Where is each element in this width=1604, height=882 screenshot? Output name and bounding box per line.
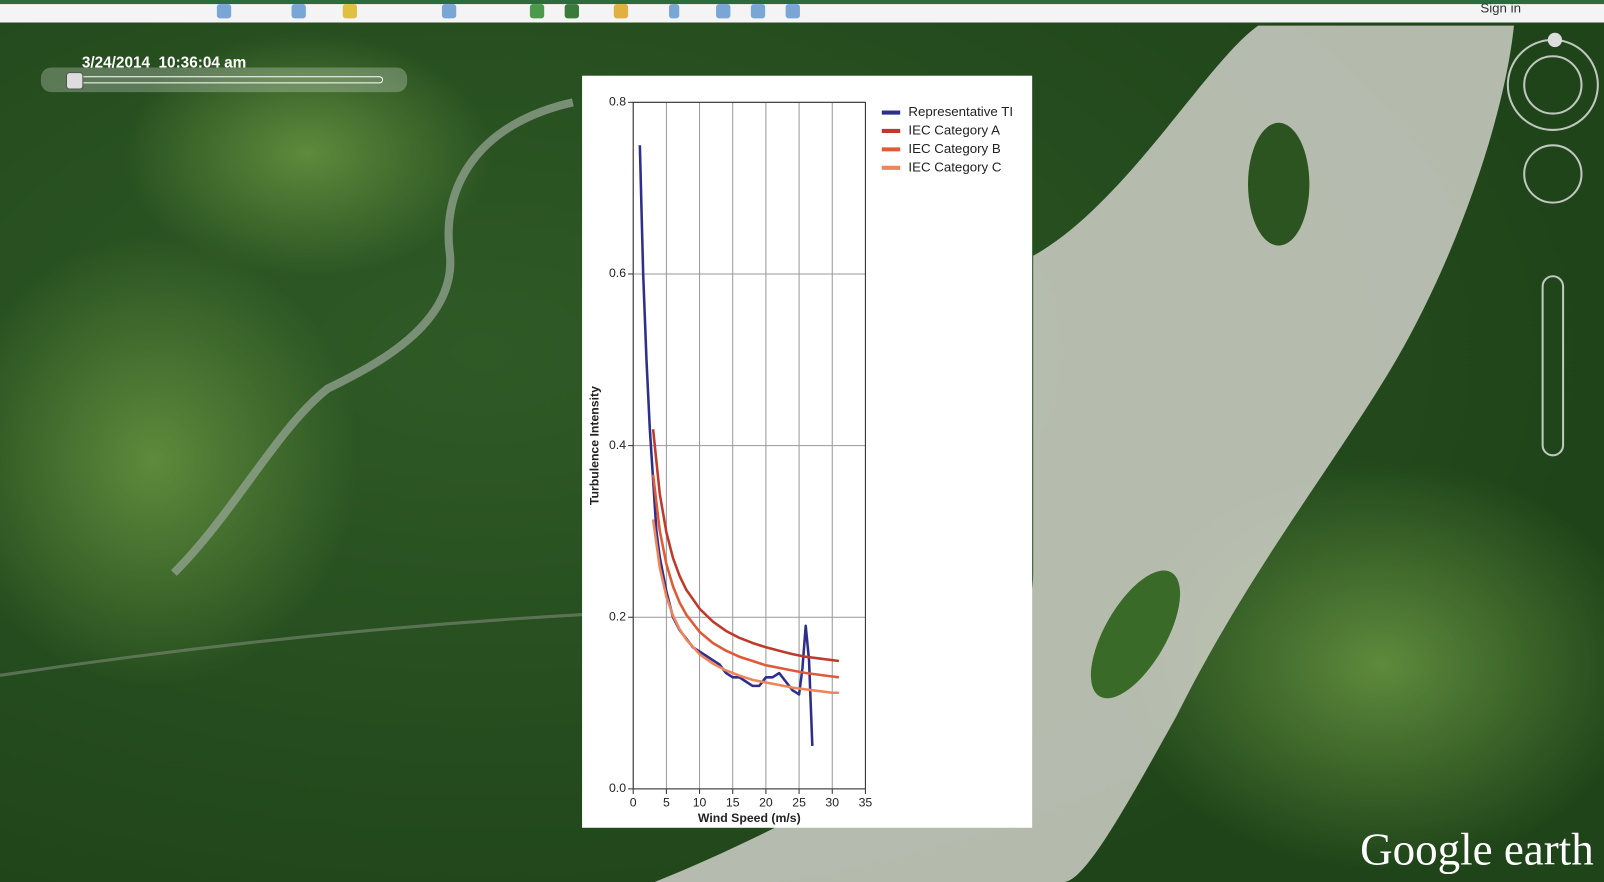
legend-label: Representative TI [908, 104, 1013, 119]
x-tick-label: 25 [792, 795, 806, 809]
y-tick-label: 0.8 [609, 95, 626, 109]
x-tick-label: 10 [693, 795, 707, 809]
timestamp: 3/24/2014 10:36:04 am [82, 54, 246, 71]
x-tick-label: 15 [726, 795, 740, 809]
sign-in[interactable]: Sign in [1480, 1, 1521, 16]
y-tick-label: 0.6 [609, 266, 626, 280]
x-tick-label: 35 [859, 795, 873, 809]
x-tick-label: 20 [759, 795, 773, 809]
frame [0, 0, 1604, 4]
y-tick-label: 0.4 [609, 438, 626, 452]
y-axis-label: Turbulence Intensity [588, 386, 602, 505]
x-axis-label: Wind Speed (m/s) [698, 811, 801, 825]
page: Sign in 3/24/2014 10:36:04 am Google ear… [0, 0, 1604, 882]
tool-icon[interactable] [565, 4, 579, 18]
legend-label: IEC Category C [908, 159, 1001, 174]
legend-label: IEC Category B [908, 141, 1000, 156]
north-indicator[interactable] [1548, 33, 1562, 47]
tool-icon[interactable] [716, 4, 730, 18]
tool-icon[interactable] [614, 4, 628, 18]
tool-icon[interactable] [442, 4, 456, 18]
tool-icon[interactable] [343, 4, 357, 18]
slider-handle[interactable] [66, 73, 82, 89]
x-tick-label: 0 [630, 795, 637, 809]
logo: Google earth [1360, 825, 1594, 875]
y-tick-label: 0.2 [609, 609, 626, 623]
tool-icon[interactable] [751, 4, 765, 18]
tool-icon[interactable] [530, 4, 544, 18]
y-tick-label: 0.0 [609, 781, 626, 795]
screen: Sign in 3/24/2014 10:36:04 am Google ear… [0, 0, 1604, 882]
x-tick-label: 5 [663, 795, 670, 809]
tool-icon[interactable] [669, 4, 679, 18]
tool-icon[interactable] [292, 4, 306, 18]
x-tick-label: 30 [825, 795, 839, 809]
tool-icon[interactable] [217, 4, 231, 18]
island [1248, 123, 1309, 246]
tool-icon[interactable] [786, 4, 800, 18]
legend-label: IEC Category A [908, 122, 1000, 137]
